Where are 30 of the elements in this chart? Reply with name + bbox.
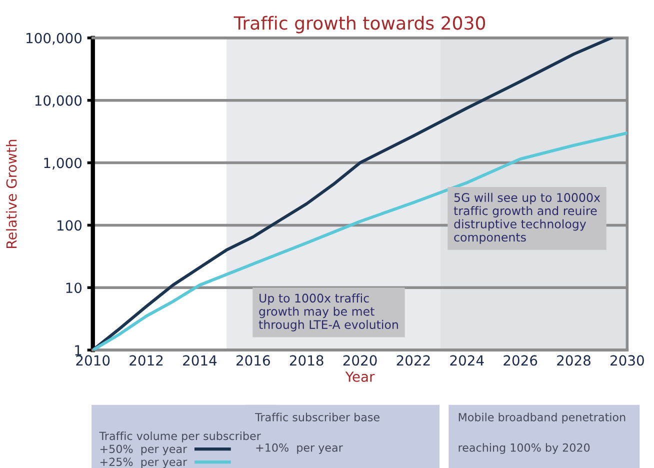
x-tick-label: 2020 [343, 355, 377, 366]
x-tick-label: 2010 [76, 355, 110, 366]
legend-label: +50% per year [100, 444, 188, 456]
text: Traffic subscriber base [255, 412, 380, 422]
chart-title: Traffic growth towards 2030 [234, 16, 486, 34]
y-tick-label: 10 [66, 282, 82, 294]
x-tick-label: 2014 [183, 355, 217, 366]
line-series [92, 38, 613, 350]
y-axis-title: Relative Growth [6, 140, 17, 248]
y-tick-label: 100,000 [26, 32, 82, 45]
y-tick-label: 100 [57, 220, 82, 231]
legend-label: +25% per year [100, 458, 188, 468]
x-tick-label: 2018 [290, 355, 324, 366]
y-tick-label: 1,000 [44, 158, 82, 170]
text: +10% per year [256, 443, 343, 454]
x-tick-label: 2030 [610, 355, 644, 366]
x-tick-label: 2022 [396, 355, 430, 366]
x-tick-label: 2012 [130, 355, 163, 366]
y-tick-label: 1 [75, 345, 82, 356]
x-tick-label: 2016 [236, 355, 270, 366]
legend-title: Traffic volume per subscriber [99, 432, 261, 442]
text: Mobile broadband penetration [458, 412, 626, 424]
x-tick-label: 2026 [504, 355, 538, 366]
text: reaching 100% by 2020 [458, 443, 590, 454]
x-axis-title: Year [345, 372, 375, 382]
annotation: 5G will see up to 10000x traffic growth and reuire distruptive technology components [454, 192, 600, 244]
annotation: Up to 1000x traffic growth may be met through LTE-A evolution [258, 293, 398, 332]
y-tick-label: 10,000 [35, 95, 82, 108]
x-tick-label: 2024 [450, 355, 484, 366]
x-tick-label: 2028 [557, 355, 590, 366]
